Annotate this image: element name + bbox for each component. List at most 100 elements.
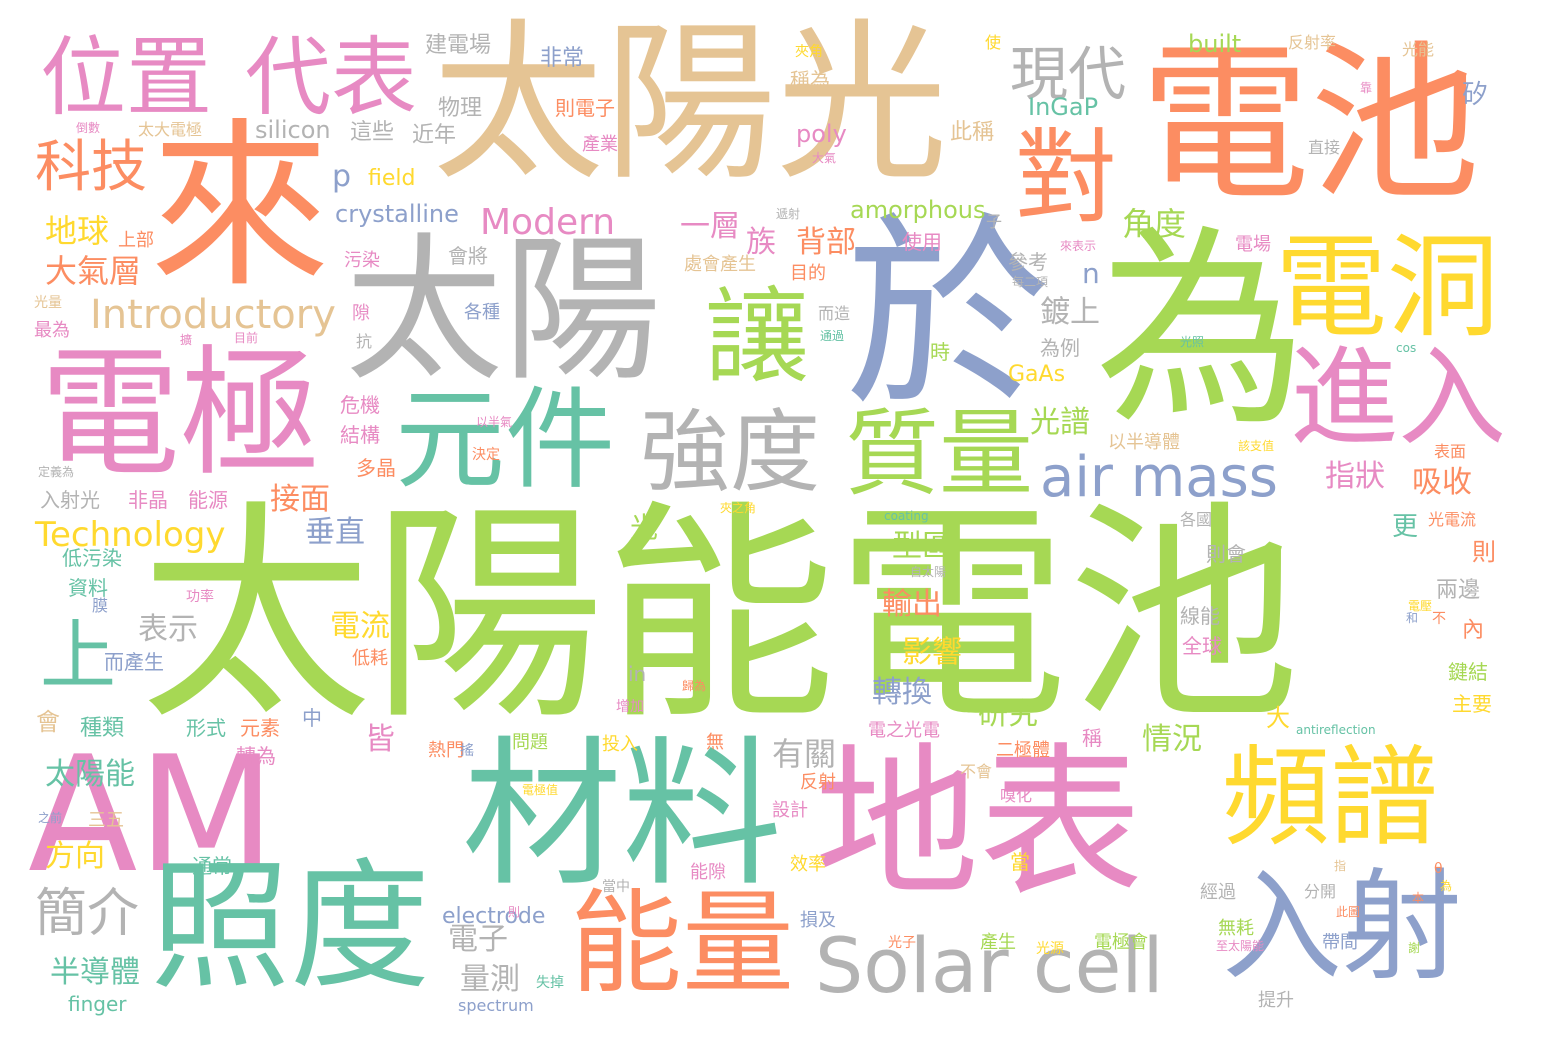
word: InGaP — [1028, 93, 1099, 121]
word: 稱為 — [790, 68, 830, 92]
word: 使用 — [902, 230, 942, 254]
word: 現代 — [1010, 40, 1127, 108]
word: 非晶 — [128, 488, 168, 512]
word: 更 — [1392, 512, 1419, 542]
word: 經過 — [1200, 882, 1236, 903]
word: 能隙 — [690, 862, 726, 883]
word: 時 — [930, 340, 950, 364]
word: 為 — [1440, 879, 1453, 893]
word: 通常 — [192, 854, 232, 878]
word: 稱 — [1082, 726, 1102, 750]
word: 材料 — [462, 721, 783, 908]
word: 無耗 — [1218, 918, 1254, 939]
word: 光能 — [1402, 40, 1435, 59]
word: 角度 — [1122, 205, 1187, 243]
word: 物理 — [438, 96, 483, 121]
word: 結構 — [340, 423, 380, 447]
word: 則會 — [1206, 542, 1246, 566]
word: electrode — [442, 904, 546, 929]
word: 污染 — [344, 250, 380, 271]
word: 能量 — [570, 879, 794, 1009]
word: 當中 — [602, 879, 630, 895]
word: 為例 — [1040, 336, 1080, 360]
word: 中 — [302, 706, 322, 730]
word: field — [368, 166, 416, 191]
word: 地球 — [45, 212, 110, 250]
word: 定義為 — [38, 465, 75, 479]
word: 提升 — [1258, 990, 1294, 1011]
word: 而造 — [818, 304, 851, 323]
word: 電極會 — [1094, 932, 1148, 953]
word: 光 — [630, 511, 659, 544]
word: 表面 — [1434, 442, 1467, 461]
word: 代表 — [245, 28, 417, 128]
word: 各國 — [1180, 510, 1213, 529]
word: 指 — [1334, 859, 1347, 873]
word: antireflection — [1296, 723, 1376, 737]
word: 倒數 — [76, 121, 101, 135]
word: 損及 — [800, 910, 836, 931]
word: 電洞 — [1275, 223, 1499, 353]
word: 此圖 — [1336, 905, 1361, 919]
word: 之前 — [38, 811, 63, 825]
word: 太陽能電池 — [140, 481, 1301, 751]
word: 對 — [1015, 119, 1117, 238]
word: 全球 — [1182, 634, 1222, 658]
word: 最為 — [34, 320, 70, 341]
word: 照度 — [150, 846, 431, 1009]
word: 會將 — [448, 244, 488, 268]
word: 這些 — [350, 120, 395, 145]
word: 電極值 — [522, 783, 559, 797]
word: 簡介 — [35, 884, 140, 944]
word: 方向 — [45, 839, 105, 874]
word: 大氣 — [812, 151, 837, 165]
word: 輸出 — [882, 587, 942, 622]
word: 熱門 — [428, 740, 464, 761]
word: 表示 — [138, 612, 198, 647]
word: 兩邊 — [1436, 578, 1481, 603]
word: 膜 — [92, 596, 109, 615]
word: 於 — [845, 195, 1052, 435]
word: 接面 — [270, 482, 330, 517]
word: 二極體 — [996, 740, 1050, 761]
word: 建電場 — [425, 33, 492, 58]
word: 矽 — [1462, 80, 1489, 110]
word: 分開 — [1304, 882, 1337, 901]
word: Modern — [480, 202, 616, 243]
word: 處會產生 — [684, 254, 756, 275]
word: 大 — [1266, 704, 1290, 732]
word: 質量 — [845, 400, 1034, 509]
word: 此稱 — [950, 120, 995, 145]
word: 種類 — [80, 716, 125, 741]
word: 各種 — [464, 302, 500, 323]
word: 光照 — [1180, 335, 1205, 349]
word: 通過 — [820, 329, 845, 343]
word: 太陽 — [345, 219, 661, 403]
word: 謝 — [1408, 941, 1421, 955]
word: 大氣層 — [45, 252, 142, 290]
word: 半導體 — [50, 955, 140, 990]
word: 研究 — [978, 697, 1038, 732]
word: 型區 — [892, 529, 952, 564]
word: 情況 — [1142, 722, 1202, 757]
word: 光譜 — [1030, 405, 1090, 440]
word: 增加 — [616, 699, 644, 715]
word: 地表 — [815, 728, 1144, 919]
word: 能源 — [188, 488, 228, 512]
word: 帶間 — [1322, 932, 1358, 953]
word: p — [332, 159, 352, 194]
word: 位置 — [40, 28, 212, 128]
word: 來 — [150, 103, 331, 312]
word: 而產生 — [104, 650, 164, 674]
word: 問題 — [512, 732, 548, 753]
word: 強度 — [640, 400, 820, 505]
word: 每二項 — [1012, 275, 1049, 289]
word: 光電流 — [1428, 510, 1477, 529]
word: 讓 — [705, 276, 810, 398]
word: 和 — [1406, 611, 1419, 625]
word: 設計 — [772, 800, 808, 821]
word: 鍍上 — [1040, 295, 1100, 330]
word: 隙 — [352, 303, 370, 324]
word: 鍵結 — [1448, 660, 1488, 684]
word: n — [1082, 257, 1100, 290]
